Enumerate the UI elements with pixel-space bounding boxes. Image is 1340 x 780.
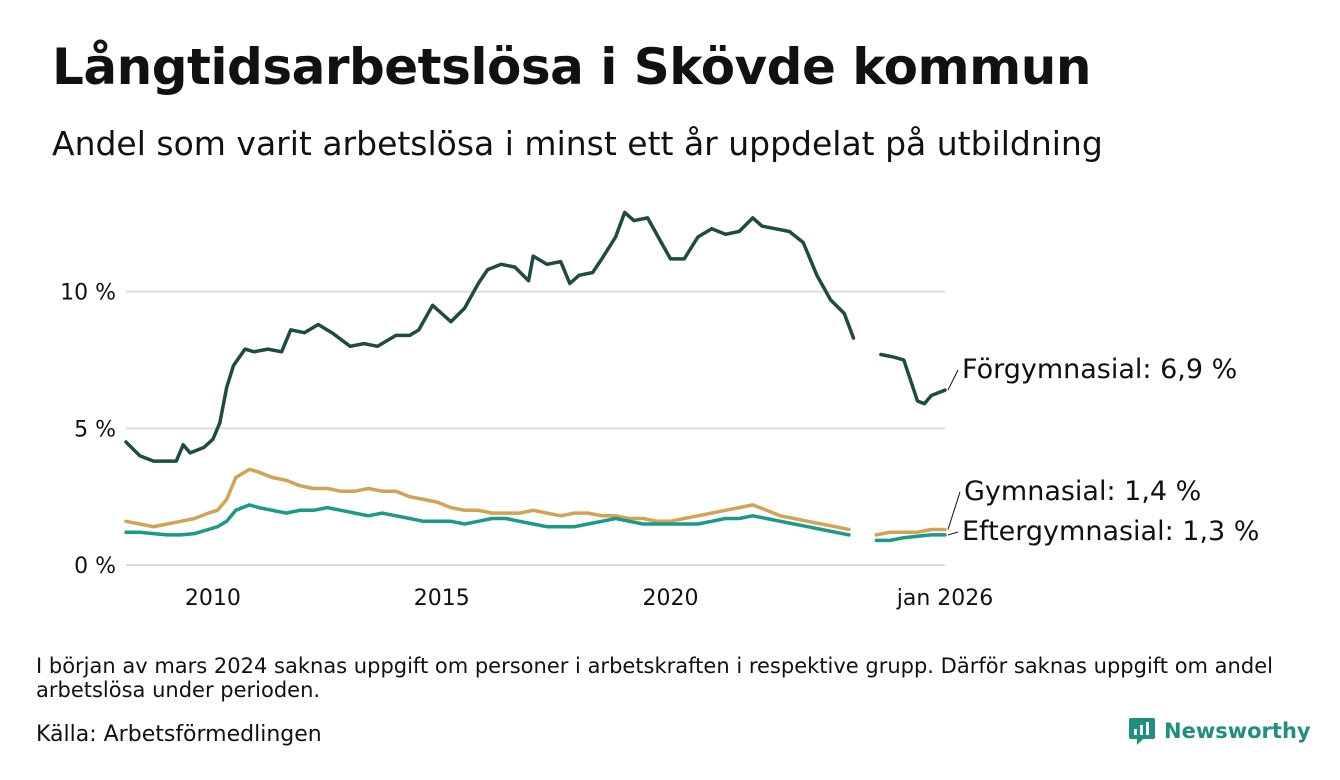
- brand-logo: Newsworthy: [1128, 716, 1311, 746]
- chart-subtitle: Andel som varit arbetslösa i minst ett å…: [52, 124, 1103, 163]
- x-tick-label: 2010: [185, 586, 241, 611]
- series-end-labels: Förgymnasial: 6,9 % Gymnasial: 1,4 % Efter…: [947, 354, 1259, 547]
- series-end-label: Gymnasial: 1,4 %: [964, 476, 1201, 507]
- x-tick-label: jan 2026: [896, 586, 994, 611]
- label-leader-line: [947, 491, 961, 530]
- chart-title: Långtidsarbetslösa i Skövde kommun: [52, 38, 1091, 96]
- series-lines: [124, 210, 947, 543]
- series-end-label: Eftergymnasial: 1,3 %: [962, 516, 1259, 547]
- label-leader-line: [947, 369, 959, 391]
- series-end-label: Förgymnasial: 6,9 %: [962, 354, 1237, 385]
- grid-lines: [126, 290, 945, 566]
- series-line-förgymnasial: [124, 210, 947, 463]
- y-tick-label: 0 %: [74, 554, 116, 579]
- label-leader-line: [947, 531, 959, 536]
- line-chart: 0 % 5 % 10 % 2010 2015 2020 jan 2026 Förgymna…: [60, 210, 1259, 611]
- series-line-eftergymnasial: [124, 503, 947, 543]
- x-tick-label: 2015: [414, 586, 470, 611]
- source-note: Källa: Arbetsförmedlingen: [36, 722, 322, 747]
- brand-name: Newsworthy: [1164, 719, 1311, 743]
- series-line-gymnasial: [124, 467, 947, 537]
- newsworthy-logo-icon: [1129, 718, 1155, 745]
- x-axis-labels: 2010 2015 2020 jan 2026: [185, 586, 993, 611]
- x-tick-label: 2020: [642, 586, 698, 611]
- y-axis-labels: 0 % 5 % 10 %: [60, 281, 116, 579]
- footnote: I början av mars 2024 saknas uppgift om …: [36, 654, 1273, 702]
- y-tick-label: 5 %: [74, 417, 116, 442]
- y-tick-label: 10 %: [60, 281, 116, 306]
